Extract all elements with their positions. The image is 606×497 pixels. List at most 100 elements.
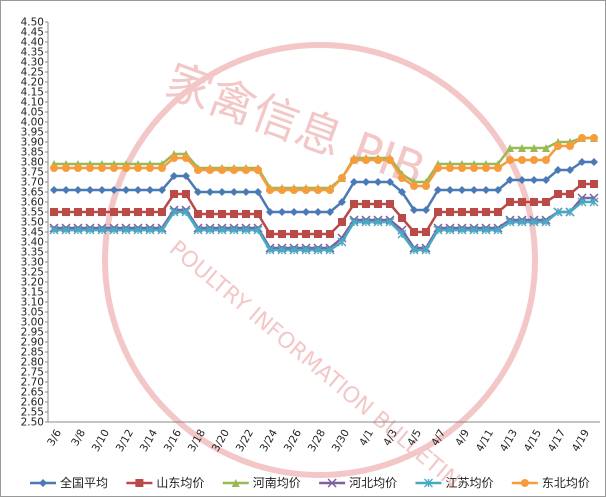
marker <box>434 208 442 216</box>
legend-label: 全国平均 <box>60 475 108 490</box>
marker <box>290 230 298 238</box>
marker <box>530 176 538 184</box>
marker <box>254 166 262 174</box>
marker <box>169 207 179 217</box>
marker <box>458 186 466 194</box>
marker <box>458 208 466 216</box>
y-tick-label: 3.55 <box>21 207 44 219</box>
marker <box>530 144 538 152</box>
marker <box>362 156 370 164</box>
marker <box>517 217 527 227</box>
marker <box>146 208 154 216</box>
marker <box>290 208 298 216</box>
y-tick-label: 3.10 <box>21 297 44 309</box>
legend-label: 河北均价 <box>349 476 397 490</box>
marker <box>421 245 431 255</box>
marker <box>266 230 274 238</box>
marker <box>482 208 490 216</box>
y-tick-label: 3.60 <box>21 197 44 209</box>
marker <box>97 225 107 235</box>
marker <box>302 186 310 194</box>
marker <box>385 217 395 227</box>
marker <box>85 225 95 235</box>
marker <box>158 186 166 194</box>
marker <box>350 200 358 208</box>
marker <box>254 210 262 218</box>
y-tick-label: 3.75 <box>21 167 44 179</box>
y-tick-label: 4.15 <box>21 87 44 99</box>
marker <box>134 164 142 172</box>
y-tick-label: 2.60 <box>21 397 44 409</box>
y-tick-label: 4.05 <box>21 107 44 119</box>
marker <box>39 479 47 487</box>
marker <box>134 186 142 194</box>
marker <box>482 164 490 172</box>
marker <box>194 210 202 218</box>
marker <box>314 230 322 238</box>
series-line <box>54 196 594 250</box>
marker <box>494 164 502 172</box>
marker <box>542 176 550 184</box>
marker <box>109 225 119 235</box>
marker <box>157 225 167 235</box>
marker <box>590 180 598 188</box>
marker <box>350 178 358 186</box>
marker <box>434 186 442 194</box>
marker <box>374 156 382 164</box>
marker <box>146 186 154 194</box>
marker <box>110 186 118 194</box>
marker <box>386 178 394 186</box>
marker <box>98 164 106 172</box>
y-tick-label: 4.25 <box>21 67 44 79</box>
marker <box>170 154 178 162</box>
y-tick-label: 3.20 <box>21 277 44 289</box>
marker <box>266 208 274 216</box>
marker <box>518 144 526 152</box>
marker <box>457 225 467 235</box>
marker <box>182 190 190 198</box>
marker <box>181 207 191 217</box>
marker <box>589 197 599 207</box>
marker <box>566 166 574 174</box>
marker <box>518 198 526 206</box>
marker <box>481 225 491 235</box>
marker <box>505 217 515 227</box>
marker <box>398 214 406 222</box>
marker <box>135 479 144 487</box>
marker <box>170 190 178 198</box>
marker <box>158 208 166 216</box>
marker <box>313 245 323 255</box>
legend-label: 河南均价 <box>253 475 301 490</box>
marker <box>231 479 240 487</box>
marker <box>494 208 502 216</box>
marker <box>265 245 275 255</box>
y-tick-label: 3.40 <box>21 237 44 249</box>
marker <box>386 200 394 208</box>
marker <box>338 198 346 206</box>
y-tick-label: 3.90 <box>21 137 44 149</box>
y-tick-label: 3.70 <box>21 177 44 189</box>
marker <box>422 206 430 214</box>
legend-label: 江苏均价 <box>445 476 493 490</box>
marker <box>470 164 478 172</box>
y-tick-label: 3.15 <box>21 287 44 299</box>
marker <box>590 134 598 142</box>
y-tick-label: 3.00 <box>21 317 44 329</box>
marker <box>110 208 118 216</box>
marker <box>277 245 287 255</box>
marker <box>314 186 322 194</box>
marker <box>530 156 538 164</box>
marker <box>182 154 190 162</box>
marker <box>217 225 227 235</box>
y-tick-label: 4.00 <box>21 117 44 129</box>
series-line <box>54 136 594 190</box>
marker <box>278 230 286 238</box>
marker <box>398 188 406 196</box>
marker <box>86 186 94 194</box>
marker <box>494 186 502 194</box>
y-tick-label: 3.85 <box>21 147 44 159</box>
y-tick-label: 2.85 <box>21 347 44 359</box>
marker <box>469 225 479 235</box>
marker <box>554 190 562 198</box>
